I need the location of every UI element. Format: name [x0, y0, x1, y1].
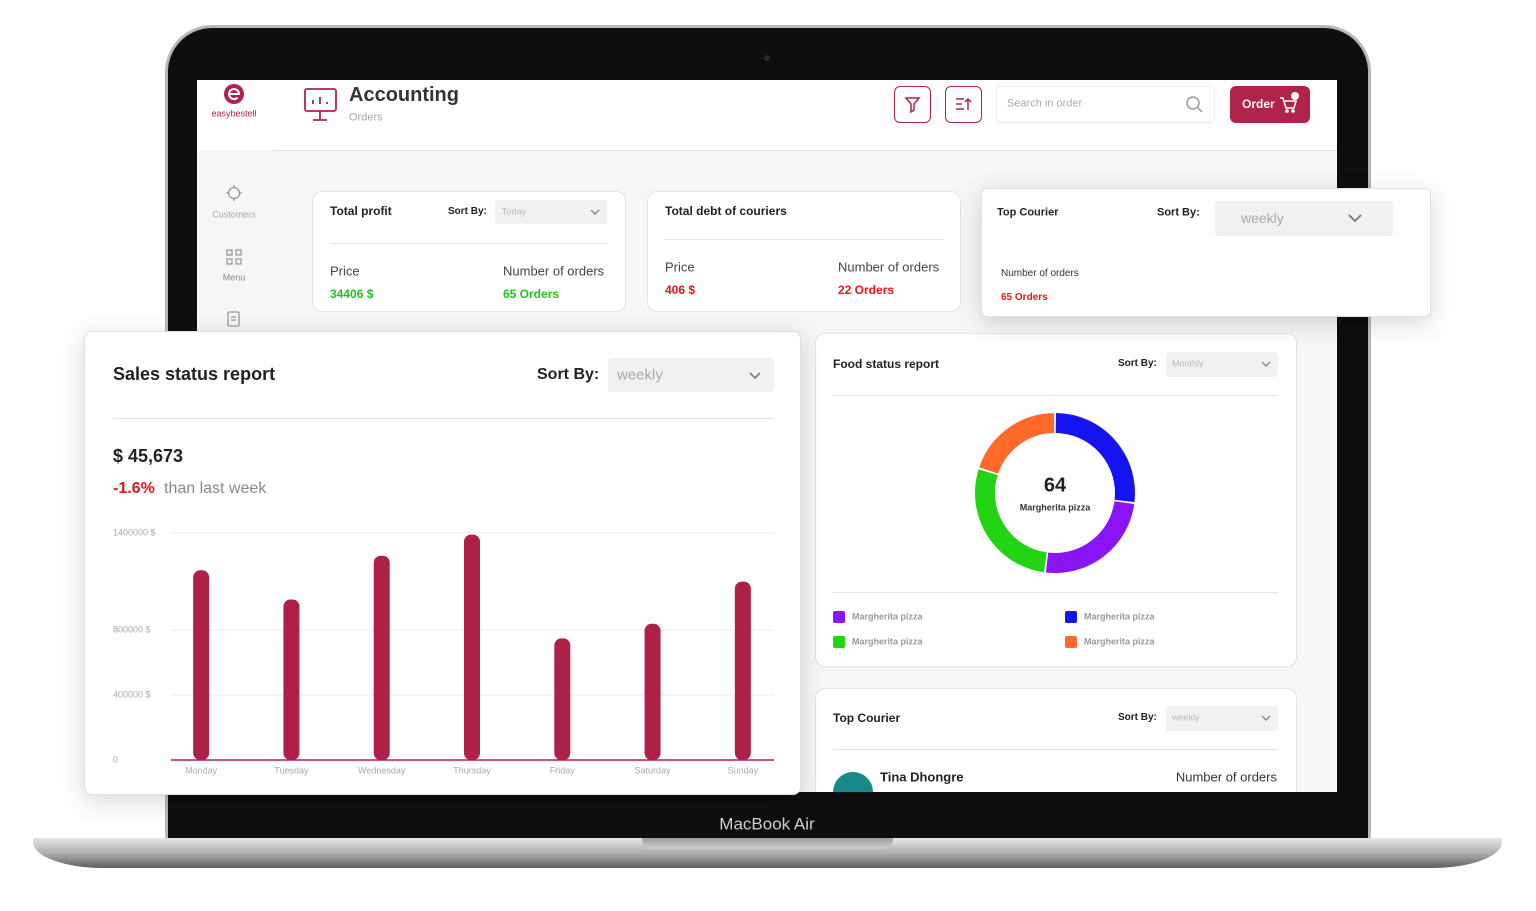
x-tick-label: Monday: [185, 765, 218, 775]
laptop-notch: [642, 838, 893, 849]
chevron-icon: [749, 372, 761, 380]
order-button-label: Order: [1242, 97, 1275, 111]
sort-dropdown[interactable]: [1215, 201, 1393, 236]
sidebar-label: Customers: [212, 209, 256, 220]
sort-value: Today: [502, 206, 527, 217]
sort-dropdown[interactable]: [1166, 706, 1278, 731]
sort-button[interactable]: [945, 86, 982, 123]
bar: [464, 534, 480, 760]
orders-label: Number of orders: [1175, 769, 1277, 785]
price-value: 34406 $: [330, 287, 374, 301]
separator: [330, 243, 607, 244]
sales-total: $ 45,673: [113, 446, 184, 466]
y-tick-label: 1400000 $: [113, 527, 156, 537]
separator: [113, 418, 774, 419]
orders-value: 22 Orders: [838, 283, 895, 297]
courier-card: [815, 688, 1297, 792]
sort-label: Sort By:: [1118, 358, 1157, 369]
price-value: 406 $: [665, 283, 696, 297]
x-tick-label: Friday: [550, 765, 576, 775]
orders-label: Number of orders: [838, 259, 940, 275]
separator: [833, 592, 1278, 593]
orders-value: 65 Orders: [503, 287, 560, 301]
top-courier-card: Top Courier Sort By: weekly Number of order…: [981, 188, 1431, 317]
bar: [734, 581, 751, 760]
bar: [193, 570, 210, 760]
camera: [764, 55, 770, 61]
separator: [665, 239, 943, 240]
sort-label: Sort By:: [448, 206, 487, 217]
y-tick-label: 400000 $: [113, 690, 151, 700]
search-input[interactable]: [996, 86, 1215, 123]
device-label: MacBook Air: [719, 814, 815, 834]
sales-chart: 0 400000 $ 800000 $ 1400000 $ Monday Tuesday W…: [113, 372, 774, 775]
card-title: Total debt of couriers: [665, 204, 787, 218]
page-title: Accounting: [349, 84, 459, 106]
sort-label: Sort By:: [1118, 712, 1157, 723]
card-title: Sales status report: [113, 364, 276, 384]
y-tick-label: 800000 $: [113, 625, 151, 635]
x-tick-label: Saturday: [635, 765, 672, 775]
price-label: Price: [665, 259, 695, 275]
bar: [283, 599, 300, 760]
separator: [833, 749, 1278, 750]
bar: [644, 623, 661, 760]
food-card: [815, 333, 1297, 667]
y-tick-label: 0: [113, 754, 118, 764]
card-title: Total profit: [330, 204, 392, 218]
orders-label: Number of orders: [503, 263, 605, 279]
bar: [554, 638, 571, 760]
card-title: Top Courier: [997, 206, 1059, 219]
filter-button[interactable]: [894, 86, 931, 123]
sort-value: weekly: [1241, 210, 1284, 226]
orders-icon: [227, 311, 240, 327]
x-tick-label: Wednesday: [358, 765, 406, 775]
sort-value: weekly: [617, 366, 663, 384]
sort-dropdown[interactable]: [1166, 352, 1278, 377]
chevron-icon: [1348, 214, 1362, 223]
orders-value: 65 Orders: [1001, 292, 1048, 303]
sort-label: Sort By:: [1157, 206, 1200, 219]
separator: [833, 395, 1278, 396]
bar: [373, 555, 390, 760]
card-title: Top Courier: [833, 711, 901, 725]
price-label: Price: [330, 263, 360, 279]
debt-card: [647, 191, 961, 312]
x-tick-label: Thursday: [453, 765, 491, 775]
x-tick-label: Sunday: [728, 765, 759, 775]
sales-change: -1.6%: [113, 480, 155, 497]
sort-value: Monthly: [1172, 358, 1204, 369]
card-title: Food status report: [833, 357, 940, 371]
sort-value: weekly: [1172, 712, 1200, 723]
sort-label: Sort By:: [537, 366, 600, 383]
card-graphics: [1348, 214, 1362, 223]
brand-name: easybestell: [211, 108, 257, 119]
sidebar-label: Menu: [222, 272, 246, 283]
sort-dropdown[interactable]: [495, 200, 607, 224]
x-tick-label: Tuesday: [274, 765, 309, 775]
sales-card: 0 400000 $ 800000 $ 1400000 $ Monday Tuesday W…: [84, 331, 801, 795]
orders-label: Number of orders: [1001, 268, 1079, 279]
sort-dropdown[interactable]: [608, 358, 774, 392]
sales-change-text: than last week: [164, 480, 267, 497]
courier-name: Tina Dhongre: [880, 769, 964, 785]
page-subtitle: Orders: [349, 111, 383, 124]
search-placeholder: Search in order: [1007, 97, 1083, 110]
